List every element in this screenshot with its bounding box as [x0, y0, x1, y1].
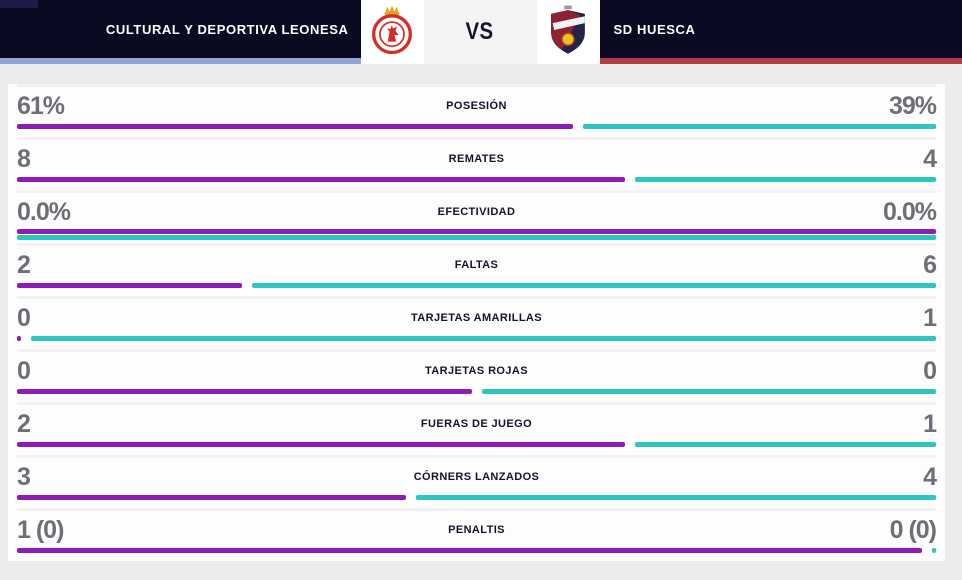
home-value: 2 — [17, 250, 31, 279]
stat-values: 0.0% EFECTIVIDAD 0.0% — [17, 197, 937, 227]
away-bar — [31, 336, 936, 341]
comparison-bars — [17, 442, 936, 447]
home-team-logo — [360, 0, 424, 64]
stat-label: CÓRNERS LANZADOS — [413, 471, 540, 483]
home-bar — [17, 442, 625, 447]
home-value: 2 — [17, 409, 31, 438]
home-bar — [17, 495, 407, 500]
comparison-bars — [17, 177, 936, 182]
away-bar — [481, 389, 936, 394]
home-value: 61% — [17, 91, 65, 120]
comparison-bars — [17, 495, 936, 500]
stat-row-corners: 3 CÓRNERS LANZADOS 4 — [17, 455, 937, 508]
stat-row-penaltis: 1 (0) PENALTIS 0 (0) — [17, 508, 937, 561]
stat-values: 8 REMATES 4 — [17, 144, 937, 174]
stat-values: 1 (0) PENALTIS 0 (0) — [17, 515, 937, 545]
away-value: 0 — [923, 356, 937, 385]
home-value: 0 — [17, 356, 31, 385]
home-team-name: CULTURAL Y DEPORTIVA LEONESA — [105, 21, 349, 37]
stat-values: 2 FALTAS 6 — [17, 250, 937, 280]
stat-values: 61% POSESIÓN 39% — [17, 91, 937, 121]
home-value: 1 (0) — [17, 515, 64, 544]
home-bar — [17, 229, 936, 234]
away-value: 0 (0) — [889, 515, 937, 544]
comparison-bars — [17, 229, 936, 240]
away-bar — [416, 495, 936, 500]
stat-label: TARJETAS ROJAS — [425, 365, 528, 377]
stat-label: TARJETAS AMARILLAS — [410, 312, 543, 324]
home-bar — [17, 548, 922, 553]
comparison-bars — [17, 548, 936, 553]
comparison-bars — [17, 283, 936, 288]
home-value: 0.0% — [17, 197, 71, 226]
away-value: 6 — [923, 250, 937, 279]
away-team-header: SD HUESCA — [599, 0, 962, 64]
away-bar — [931, 548, 936, 553]
stat-label: REMATES — [448, 153, 505, 165]
stat-row-remates: 8 REMATES 4 — [17, 137, 937, 190]
stat-row-efectividad: 0.0% EFECTIVIDAD 0.0% — [17, 190, 937, 243]
vs-separator: VS — [423, 0, 537, 64]
away-value: 39% — [888, 91, 937, 120]
stat-label: PENALTIS — [448, 524, 505, 536]
home-bar — [17, 177, 625, 182]
stat-label: FUERAS DE JUEGO — [420, 418, 533, 430]
stat-row-fueras-de-juego: 2 FUERAS DE JUEGO 1 — [17, 402, 937, 455]
home-value: 3 — [17, 462, 31, 491]
comparison-bars — [17, 389, 936, 394]
stat-row-tarjetas-amarillas: 0 TARJETAS AMARILLAS 1 — [17, 296, 937, 349]
stat-values: 2 FUERAS DE JUEGO 1 — [17, 409, 937, 439]
stat-row-faltas: 2 FALTAS 6 — [17, 243, 937, 296]
match-header: CULTURAL Y DEPORTIVA LEONESA VS — [0, 0, 962, 64]
away-value: 1 — [923, 303, 937, 332]
huesca-crest-icon — [545, 3, 591, 62]
away-team-name: SD HUESCA — [613, 21, 696, 37]
home-bar — [17, 124, 573, 129]
away-bar — [582, 124, 936, 129]
home-value: 0 — [17, 303, 31, 332]
leonesa-crest-icon — [367, 3, 417, 62]
corner-accent — [0, 0, 38, 8]
stat-label: POSESIÓN — [446, 100, 507, 112]
stat-values: 3 CÓRNERS LANZADOS 4 — [17, 462, 937, 492]
away-bar — [634, 177, 936, 182]
stat-values: 0 TARJETAS ROJAS 0 — [17, 356, 937, 386]
stat-row-tarjetas-rojas: 0 TARJETAS ROJAS 0 — [17, 349, 937, 402]
away-bar — [17, 235, 936, 240]
home-value: 8 — [17, 144, 31, 173]
comparison-bars — [17, 124, 936, 129]
stat-label: EFECTIVIDAD — [437, 206, 516, 218]
away-value: 0.0% — [883, 197, 937, 226]
away-bar — [634, 442, 936, 447]
vs-label: VS — [465, 18, 495, 45]
home-bar — [17, 389, 472, 394]
home-bar — [17, 336, 22, 341]
stats-panel: 61% POSESIÓN 39% 8 REMATES 4 0.0% — [8, 84, 945, 561]
match-stats-page: CULTURAL Y DEPORTIVA LEONESA VS — [0, 0, 962, 561]
away-team-logo — [536, 0, 600, 64]
stat-row-posesion: 61% POSESIÓN 39% — [17, 84, 937, 137]
away-value: 1 — [923, 409, 937, 438]
away-bar — [251, 283, 936, 288]
comparison-bars — [17, 336, 936, 341]
away-value: 4 — [923, 144, 937, 173]
home-bar — [17, 283, 242, 288]
stat-values: 0 TARJETAS AMARILLAS 1 — [17, 303, 937, 333]
home-team-header: CULTURAL Y DEPORTIVA LEONESA — [0, 0, 361, 64]
stat-label: FALTAS — [454, 259, 499, 271]
away-value: 4 — [923, 462, 937, 491]
